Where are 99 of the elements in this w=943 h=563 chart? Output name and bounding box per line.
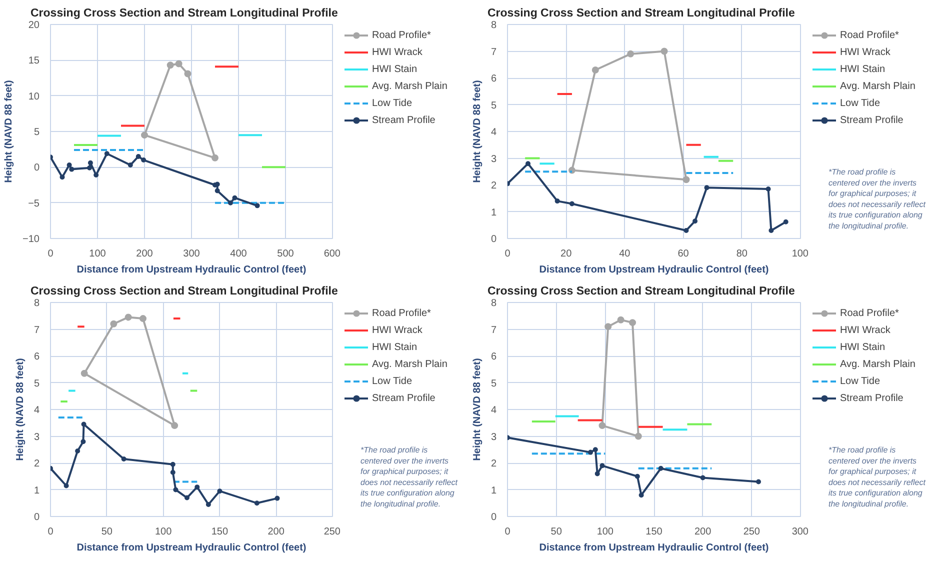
legend-label: Avg. Marsh Plain [840, 80, 916, 92]
x-axis-title: Distance from Upstream Hydraulic Control (feet) [76, 542, 306, 554]
y-tick-label: 0 [490, 512, 497, 523]
chart-title: Crossing Cross Section and Stream Longitudinal Profile [30, 286, 338, 298]
legend-label: Low Tide [372, 376, 412, 386]
y-tick-label: 15 [28, 56, 40, 67]
legend-label: Avg. Marsh Plain [840, 358, 916, 370]
legend-label: Low Tide [840, 376, 880, 386]
y-tick-label: 5 [34, 127, 40, 138]
legend-label: HWI Stain [372, 64, 418, 74]
x-tick-label: 100 [792, 248, 809, 260]
y-tick-label: 6 [490, 352, 497, 362]
legend-label: Low Tide [372, 98, 412, 108]
legend-label: HWI Stain [840, 64, 886, 74]
x-tick-label: 100 [154, 526, 172, 538]
legend-label: HWI Stain [372, 342, 418, 352]
legend-label: Avg. Marsh Plain [372, 358, 448, 370]
legend-label: HWI Wrack [372, 324, 422, 336]
x-tick-label: 0 [504, 248, 511, 260]
y-tick-label: 1 [490, 207, 497, 218]
x-tick-label: 50 [550, 526, 562, 538]
legend-label: Stream Profile [372, 392, 436, 404]
x-tick-label: 50 [101, 526, 113, 538]
x-tick-label: 500 [277, 248, 294, 260]
y-tick-label: 5 [34, 378, 40, 390]
x-tick-label: 300 [183, 248, 200, 260]
y-tick-label: 5 [490, 378, 497, 390]
x-tick-label: 0 [48, 526, 54, 538]
x-tick-label: 250 [743, 526, 760, 538]
x-tick-label: 150 [646, 526, 663, 538]
x-tick-label: 100 [89, 248, 106, 260]
y-tick-label: −5 [28, 198, 40, 210]
legend-label: Road Profile* [372, 30, 431, 40]
y-tick-label: 2 [490, 458, 497, 470]
y-axis-title: Height (NAVD 88 feet) [4, 80, 15, 183]
y-axis-title: Height (NAVD 88 feet) [14, 358, 26, 461]
x-axis-title: Distance from Upstream Hydraulic Control (feet) [539, 542, 769, 554]
y-tick-label: 4 [34, 405, 40, 416]
y-tick-label: 6 [34, 352, 40, 362]
legend-label: Avg. Marsh Plain [372, 80, 448, 92]
x-tick-label: 60 [678, 248, 690, 260]
y-tick-label: 1 [490, 485, 497, 496]
x-tick-label: 20 [560, 248, 572, 260]
legend-label: HWI Stain [840, 342, 886, 352]
y-tick-label: 8 [490, 20, 497, 31]
y-tick-label: 4 [490, 127, 497, 138]
y-tick-label: 5 [490, 100, 497, 112]
y-tick-label: 2 [490, 180, 497, 192]
x-tick-label: 80 [736, 248, 748, 260]
x-tick-label: 400 [230, 248, 248, 260]
y-tick-label: 4 [490, 405, 497, 416]
x-axis-title: Distance from Upstream Hydraulic Control (feet) [539, 264, 769, 276]
legend-label: Stream Profile [840, 114, 904, 126]
x-tick-label: 150 [211, 526, 228, 538]
x-tick-label: 100 [596, 526, 614, 538]
y-tick-label: 0 [34, 512, 40, 523]
chart-title: Crossing Cross Section and Stream Longitudinal Profile [30, 8, 338, 20]
legend-label: Stream Profile [372, 114, 436, 126]
y-tick-label: 8 [490, 298, 497, 309]
y-tick-label: 0 [34, 162, 40, 174]
y-tick-label: 6 [490, 74, 497, 84]
chart-title: Crossing Cross Section and Stream Longitudinal Profile [488, 8, 795, 20]
legend-label: Road Profile* [840, 308, 899, 318]
legend-label: HWI Wrack [840, 324, 890, 336]
y-tick-label: 7 [490, 324, 497, 336]
x-axis-title: Distance from Upstream Hydraulic Control (feet) [76, 264, 306, 276]
x-tick-label: 40 [619, 248, 631, 260]
y-tick-label: 8 [34, 298, 40, 309]
y-tick-label: 1 [34, 485, 40, 496]
x-tick-label: 200 [136, 248, 154, 260]
legend-label: HWI Wrack [372, 46, 422, 58]
y-tick-label: 2 [34, 458, 40, 470]
x-tick-label: 600 [324, 248, 341, 260]
x-tick-label: 300 [792, 526, 809, 538]
y-tick-label: 20 [28, 20, 40, 31]
y-tick-label: 7 [34, 324, 40, 336]
x-tick-label: 0 [504, 526, 511, 538]
y-axis-title: Height (NAVD 88 feet) [472, 358, 483, 461]
y-tick-label: 3 [490, 432, 497, 443]
x-tick-label: 250 [324, 526, 341, 538]
y-tick-label: −10 [22, 234, 40, 245]
x-tick-label: 200 [694, 526, 712, 538]
text: *The road profile is centered over the inverts for graphical purposes; it does not necessarily reflect its true configuration along the longitudinal profile. [360, 446, 458, 508]
legend-label: Road Profile* [840, 30, 899, 40]
y-tick-label: 0 [490, 234, 497, 245]
x-tick-label: 200 [268, 526, 285, 538]
text: *The road profile is centered over the inverts for graphical purposes; it does not necessarily reflect its true configuration along the longitudinal profile. [828, 168, 926, 230]
y-axis-title: Height (NAVD 88 feet) [472, 80, 483, 183]
text: *The road profile is centered over the inverts for graphical purposes; it does not necessarily reflect its true configuration along the longitudinal profile. [828, 446, 926, 508]
y-tick-label: 3 [34, 432, 40, 443]
legend-label: Road Profile* [372, 308, 431, 318]
y-tick-label: 7 [490, 46, 497, 58]
legend-label: Low Tide [840, 98, 880, 108]
chart-title: Crossing Cross Section and Stream Longitudinal Profile [488, 286, 795, 298]
legend-label: Stream Profile [840, 392, 904, 404]
x-tick-label: 0 [48, 248, 54, 260]
y-tick-label: 3 [490, 154, 497, 165]
legend-label: HWI Wrack [840, 46, 890, 58]
y-tick-label: 10 [28, 91, 40, 102]
